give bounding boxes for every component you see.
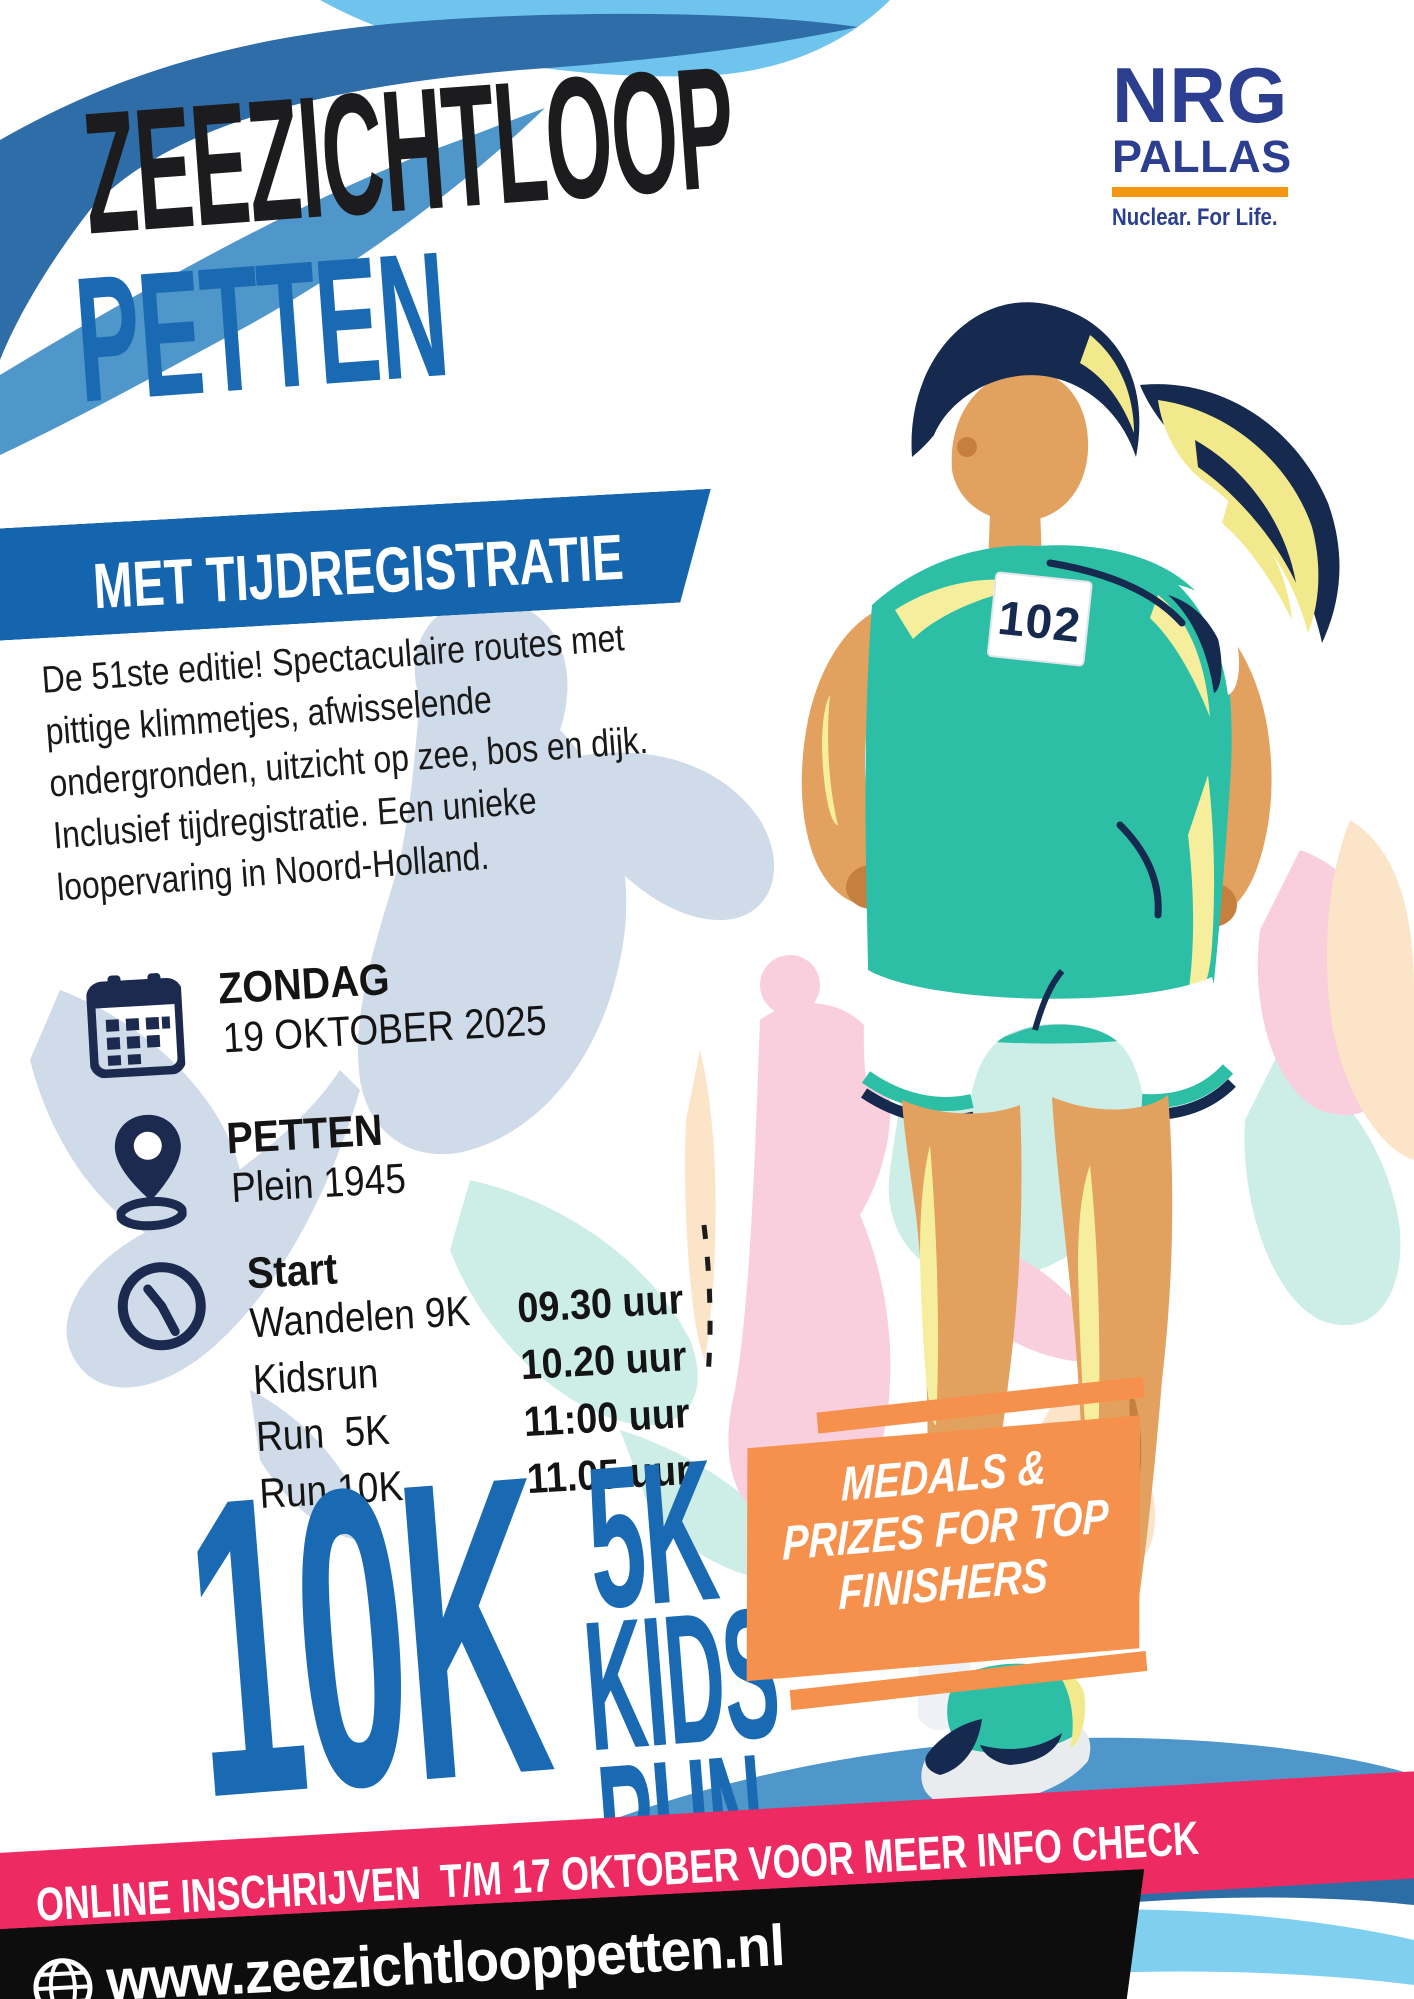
nrg-pallas-logo: NRG PALLAS Nuclear. For Life. <box>1112 51 1322 232</box>
website-url: www.zeezichtlooppetten.nl <box>104 1912 786 1999</box>
location-address: Plein 1945 <box>229 1154 407 1212</box>
logo-orange-rule <box>1112 187 1288 198</box>
clock-icon <box>117 1262 206 1351</box>
top-wave-decoration <box>0 0 890 455</box>
calendar-icon <box>85 973 186 1079</box>
globe-icon <box>29 1954 96 1999</box>
wave-dark <box>0 13 858 360</box>
distance-10k: 10K <box>173 1387 560 1888</box>
badge-body: MEDALS & PRIZES FOR TOP FINISHERS <box>746 1415 1141 1682</box>
schedule-time: 10.20 uur <box>519 1332 688 1389</box>
location-name: PETTEN <box>225 1105 384 1164</box>
race-bib: 102 <box>987 571 1093 667</box>
bib-number: 102 <box>995 592 1083 653</box>
event-info-block: ZONDAG 19 OKTOBER 2025 PETTEN Plein 1945… <box>85 937 736 1541</box>
wave-medium <box>0 108 545 455</box>
logo-pallas-text: PALLAS <box>1112 131 1292 183</box>
website-bar: www.zeezichtlooppetten.nl <box>0 1869 1154 1999</box>
logo-tagline: Nuclear. For Life. <box>1112 204 1278 232</box>
start-heading: Start <box>245 1244 339 1299</box>
logo-nrg-text: NRG <box>1112 51 1289 139</box>
dashed-motion-line <box>701 1224 713 1376</box>
poster-subtitle: PETTEN <box>69 214 454 440</box>
medals-badge: MEDALS & PRIZES FOR TOP FINISHERS <box>725 1376 1168 1711</box>
schedule-time: 09.30 uur <box>516 1275 685 1332</box>
ribbon-label: MET TIJDREGISTRATIE <box>91 520 626 623</box>
location-pin-icon <box>114 1114 188 1231</box>
